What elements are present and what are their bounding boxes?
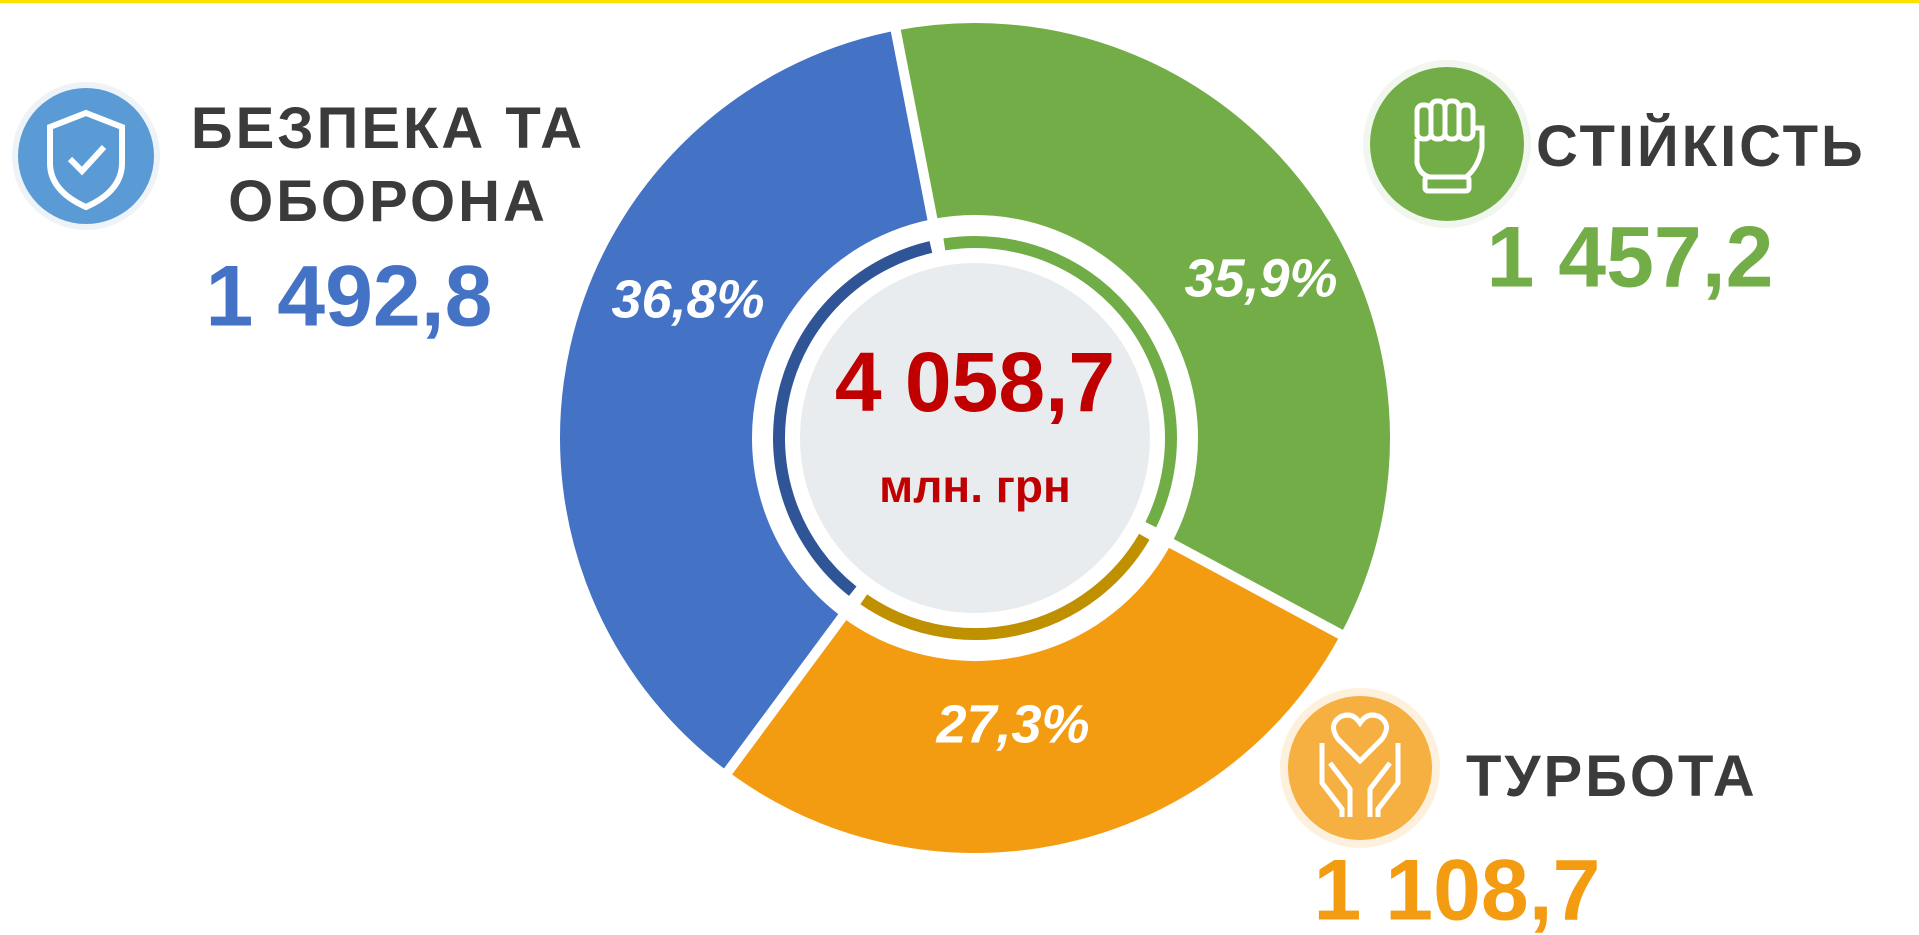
amount-label: 1 457,2 <box>1487 210 1774 306</box>
amount-label: 1 492,8 <box>206 249 493 345</box>
donut-segment <box>889 13 1400 642</box>
percent-label: 27,3% <box>935 694 1089 754</box>
inner-ring-arc <box>773 241 933 596</box>
percent-label: 36,8% <box>611 269 764 329</box>
inner-ring-arc <box>860 533 1150 640</box>
amount-label: 1 108,7 <box>1314 843 1601 935</box>
total-label: 4 058,7 <box>835 335 1115 429</box>
category-label: СТІЙКІСТЬ <box>1536 114 1866 179</box>
icon-fist <box>1363 60 1531 228</box>
icon-shield <box>12 82 160 230</box>
center-disc <box>794 257 1156 619</box>
icon-care <box>1280 688 1440 848</box>
category-label: ТУРБОТА <box>1466 744 1758 809</box>
category-label: БЕЗПЕКА ТА ОБОРОНА <box>190 96 586 234</box>
inner-ring-arc <box>943 236 1177 528</box>
donut-segment <box>550 20 939 781</box>
chart: 4 058,7 млн. грн 36,8% 35,9% 27,3% 1 492,8 1… <box>12 13 1774 935</box>
unit-label: млн. грн <box>879 460 1071 512</box>
percent-label: 35,9% <box>1184 248 1337 308</box>
donut-segment <box>720 536 1351 863</box>
